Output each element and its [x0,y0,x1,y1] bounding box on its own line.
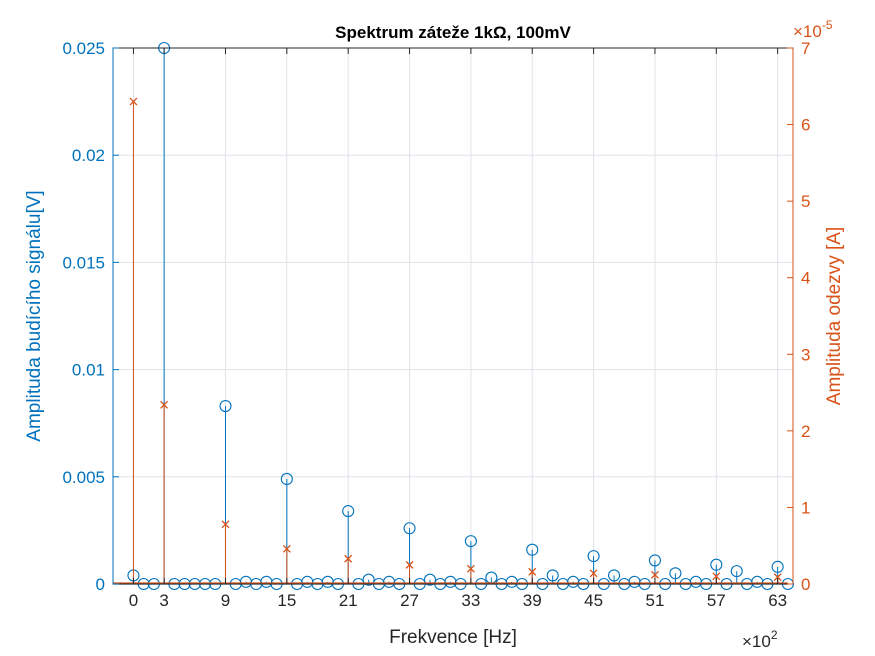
excitation-point [464,535,477,548]
right-tick-label: 3 [801,345,810,364]
right-tick-label: 5 [801,192,810,211]
response-point [712,572,721,581]
x-axis-exponent: ×102 [742,628,778,651]
excitation-point [730,565,743,578]
left-tick-label: 0.02 [72,146,105,165]
x-tick-label: 63 [768,591,787,610]
excitation-point [403,522,416,535]
x-tick-label: 3 [159,591,168,610]
response-point [466,564,475,573]
response-point [589,569,598,578]
x-tick-label: 45 [584,591,603,610]
right-axis-exponent: ×10-5 [793,18,833,41]
right-exponent-base: ×10 [793,22,822,41]
right-tick-label: 7 [801,39,810,58]
left-tick-label: 0.005 [62,468,105,487]
response-series [113,97,788,584]
right-tick-label: 6 [801,116,810,135]
excitation-point [587,550,600,563]
excitation-point [669,567,682,580]
response-point [405,560,414,569]
excitation-point [280,472,293,485]
left-tick-label: 0 [96,575,105,594]
grid [113,47,793,585]
response-point [129,97,138,106]
left-tick-label: 0.015 [62,253,105,272]
x-tick-label: 51 [645,591,664,610]
right-axis: 0 1 2 3 4 5 6 7 [787,39,810,594]
left-tick-label: 0.025 [62,39,105,58]
x-tick-label: 39 [523,591,542,610]
response-point [344,554,353,563]
excitation-point [546,569,559,582]
excitation-point [219,399,232,413]
excitation-point [710,558,723,571]
x-tick-label: 9 [221,591,230,610]
response-point [650,570,659,579]
excitation-point [342,505,355,518]
right-tick-label: 2 [801,422,810,441]
x-tick-label: 15 [277,591,296,610]
right-tick-label: 0 [801,575,810,594]
left-axis: 0 0.005 0.01 0.015 0.02 0.025 [62,39,119,594]
response-point [773,573,782,582]
x-tick-label: 21 [339,591,358,610]
excitation-point [771,560,784,573]
x-exponent-base: ×10 [742,632,771,651]
x-exponent-power: 2 [771,628,778,642]
x-tick-label: 33 [461,591,480,610]
right-tick-label: 1 [801,498,810,517]
excitation-point [423,573,437,586]
response-point [528,567,537,576]
response-point [160,400,169,409]
right-tick-label: 4 [801,269,810,288]
right-axis-label: Amplituda odezvy [A] [824,227,845,405]
response-point [282,544,291,553]
x-tick-label: 0 [129,591,138,610]
right-exponent-power: -5 [822,18,833,32]
response-point [221,520,230,529]
excitation-point [608,569,621,582]
plot-area [113,48,793,584]
x-axis: 0 3 9 15 21 27 33 39 45 51 57 63 [129,48,787,610]
excitation-point [526,543,539,556]
left-tick-label: 0.01 [72,361,105,380]
x-axis-label: Frekvence [Hz] [389,627,517,648]
excitation-point [362,573,375,586]
left-axis-label: Amplituda budícího signálu[V] [24,190,45,441]
chart-title: Spektrum záteže 1kΩ, 100mV [335,23,571,42]
x-tick-label: 27 [400,591,419,610]
x-tick-label: 57 [707,591,726,610]
excitation-point [648,554,662,567]
